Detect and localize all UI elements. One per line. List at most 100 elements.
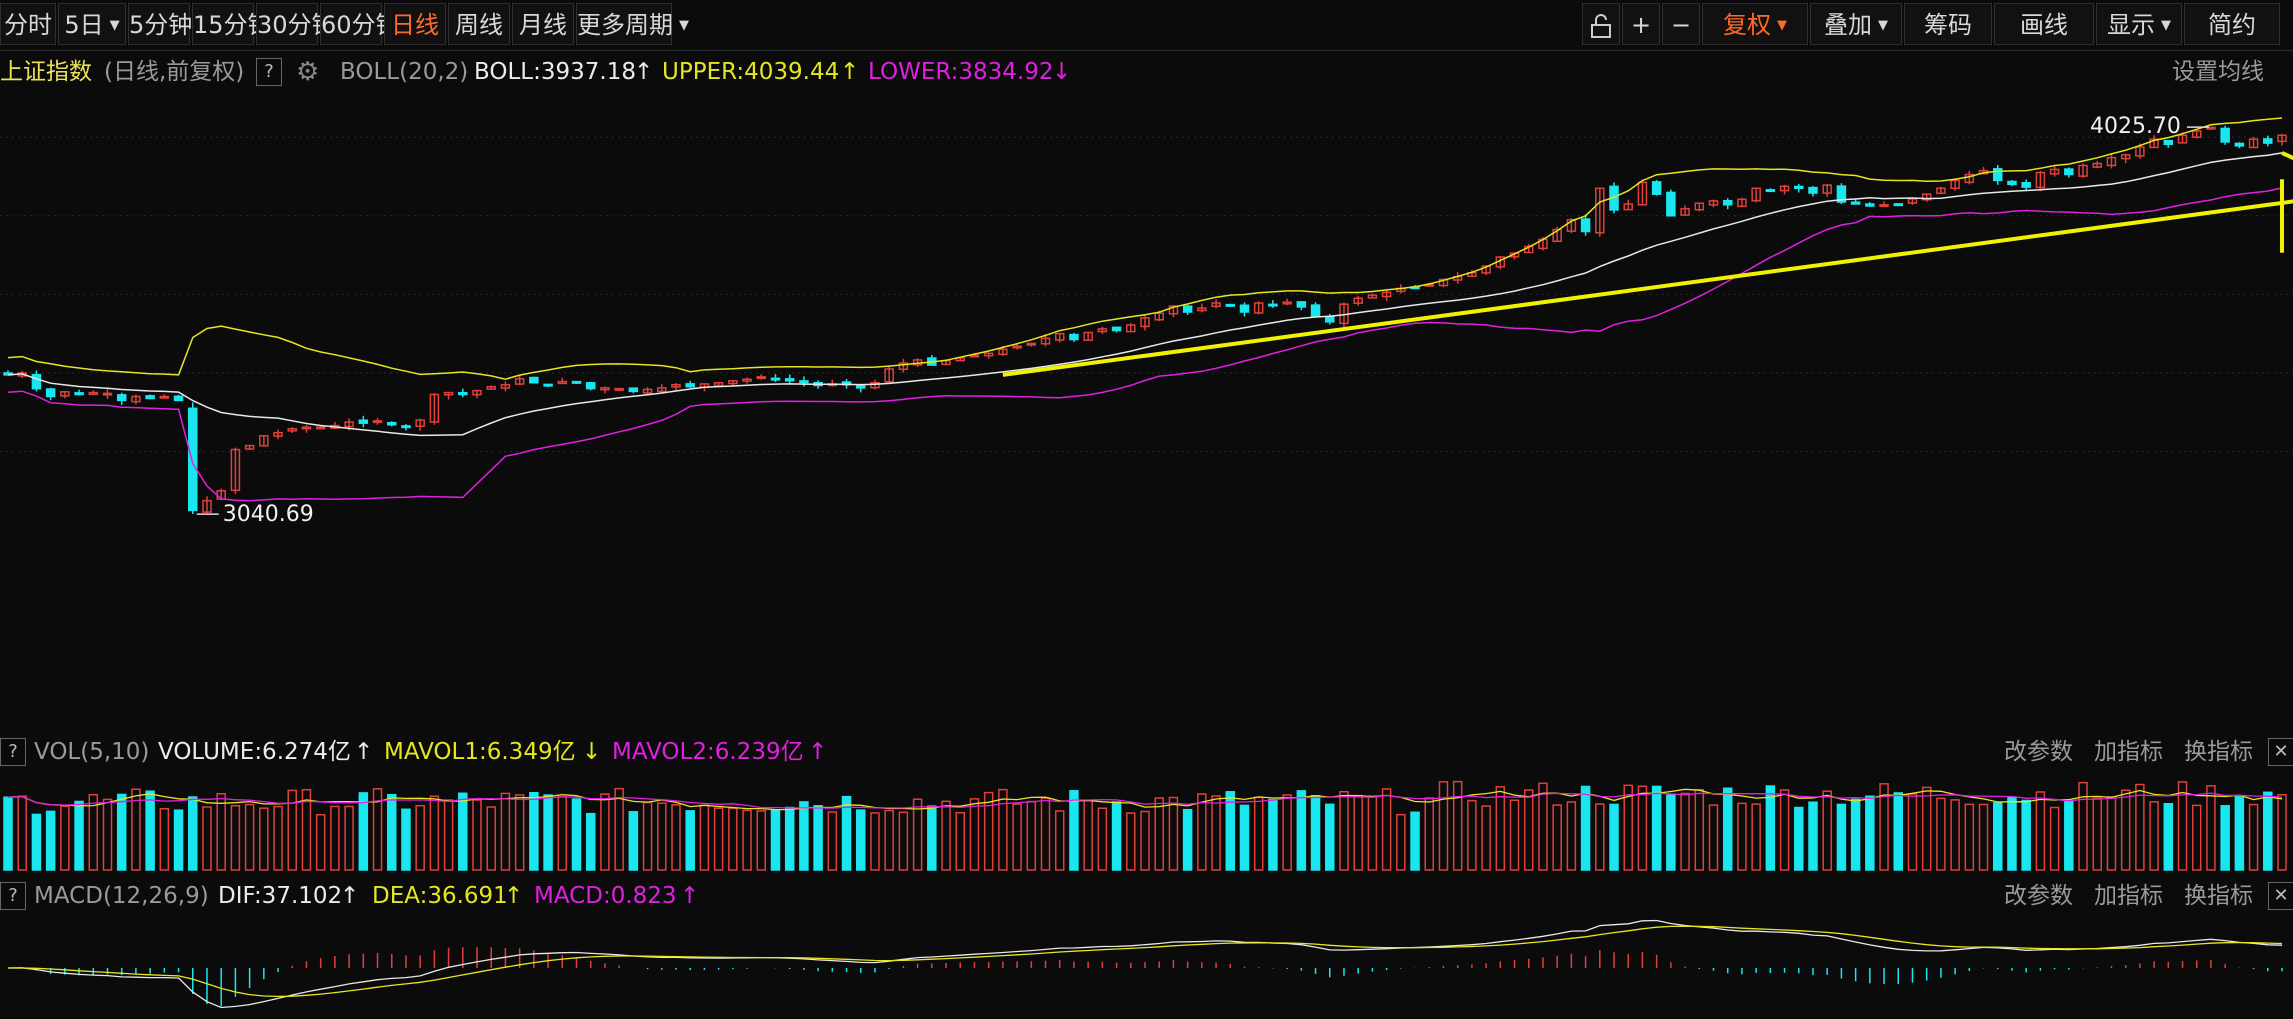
volume-bar [884,809,894,871]
volume-bar [2064,800,2074,871]
vol-help-button[interactable]: ? [0,738,26,766]
candle-body [784,378,795,382]
volume-bar [429,795,440,871]
candle-body [1879,204,1889,208]
volume-bar [1609,803,1619,871]
period-tab-monthly[interactable]: 月线 [512,3,574,45]
boll-mid-line [7,152,2283,437]
volume-bar [2007,796,2017,871]
zoom-in-button[interactable]: + [1622,3,1660,45]
volume-bar [1438,781,1449,871]
candle-body [2248,138,2259,149]
macd-info-bar: ? MACD(12,26,9) DIF:37.102 ↑ DEA:36.691 … [0,876,2293,916]
volume-bar [1012,803,1022,871]
macd-change-params[interactable]: 改参数 [2004,883,2073,909]
candle-body [799,380,809,384]
period-tab-5day[interactable]: 5日 ▼ [58,3,126,45]
volume-bar [728,807,738,871]
volume-bar [941,800,951,871]
volume-bar [1083,800,1093,871]
chips-button[interactable]: 筹码 [1904,3,1992,45]
period-tab-more[interactable]: 更多周期 ▼ [576,3,689,45]
volume-bar [2277,793,2287,871]
period-tab-daily[interactable]: 日线 [384,3,446,45]
macd-chart[interactable] [0,918,2293,1018]
candle-body [102,392,113,396]
volume-bar [1097,807,1108,871]
candle-body [1779,185,1790,192]
candle-body [1481,265,1491,274]
arrow-up-icon: ↑ [680,883,700,909]
period-5day-label: 5日 [64,11,104,39]
volume-bar [1168,796,1179,871]
vol-indicator-name[interactable]: VOL(5,10) [34,739,150,765]
close-icon[interactable]: ✕ [2268,882,2293,910]
volume-bar [685,810,695,871]
period-tab-60min[interactable]: 60分钟 [320,3,400,45]
vol-change-params[interactable]: 改参数 [2004,739,2073,765]
period-tab-30min[interactable]: 30分钟 [256,3,336,45]
volume-bar [458,792,468,871]
candle-body [1850,201,1861,205]
volume-bar [301,788,312,871]
candle-body [500,383,511,389]
volume-bar [230,805,241,871]
candle-body [998,348,1008,356]
period-tab-15min[interactable]: 15分钟 [192,3,272,45]
zoom-out-button[interactable]: − [1662,3,1700,45]
display-button[interactable]: 显示 ▼ [2096,3,2182,45]
period-tab-weekly[interactable]: 周线 [448,3,510,45]
volume-bar [1111,801,1122,871]
candle-body [2007,180,2017,186]
vol-add-indicator[interactable]: 加指标 [2094,739,2163,765]
help-button[interactable]: ? [256,58,282,86]
simple-button[interactable]: 简约 [2184,3,2280,45]
volume-bar [2078,781,2088,871]
volume-bar [1993,802,2003,871]
draw-button[interactable]: 画线 [1994,3,2094,45]
overlay-button[interactable]: 叠加 ▼ [1810,3,1902,45]
volume-bar [1310,795,1321,871]
candle-body [315,426,326,430]
vol-switch-indicator[interactable]: 换指标 [2184,739,2253,765]
macd-switch-indicator[interactable]: 换指标 [2184,883,2253,909]
candle-body [1651,181,1662,195]
candle-body [287,427,297,432]
volume-bar [443,799,454,871]
set-ma-link[interactable]: 设置均线 [2172,59,2264,85]
candle-body [344,421,354,428]
boll-indicator-name[interactable]: BOLL(20,2) [340,59,469,85]
volume-bar [1637,785,1648,871]
arrow-up-icon: ↑ [340,883,360,909]
volume-bar [529,791,539,871]
volume-bar [1566,801,1577,871]
volume-bar [784,806,795,871]
close-icon[interactable]: ✕ [2268,738,2293,766]
candle-body [60,391,70,397]
macd-help-button[interactable]: ? [0,882,26,910]
candle-body [1097,328,1108,333]
period-tab-5min[interactable]: 5分钟 [128,3,192,45]
candle-body [1026,342,1037,346]
volume-bar [955,811,965,871]
volume-bar [1779,789,1790,871]
volume-bar [1424,797,1434,871]
candle-body [742,378,752,382]
unlock-button[interactable] [1582,3,1620,45]
candlestick-chart[interactable]: 4025.70 3040.69 [0,94,2293,722]
period-tab-fenshi[interactable]: 分时 [0,3,56,45]
volume-bar [287,789,297,871]
volume-bar [1936,797,1946,871]
adjust-button[interactable]: 复权 ▼ [1702,3,1808,45]
candle-body [2206,126,2216,130]
macd-indicator-name[interactable]: MACD(12,26,9) [34,883,209,909]
candle-body [1282,301,1292,305]
volume-bar [1253,796,1264,871]
gear-icon[interactable]: ⚙ [296,57,320,87]
macd-add-indicator[interactable]: 加指标 [2094,883,2163,909]
volume-bar [1595,803,1605,871]
candle-body [1637,181,1648,206]
volume-chart[interactable] [0,774,2293,874]
volume-bar [2021,799,2031,871]
volume-bar [927,805,937,871]
